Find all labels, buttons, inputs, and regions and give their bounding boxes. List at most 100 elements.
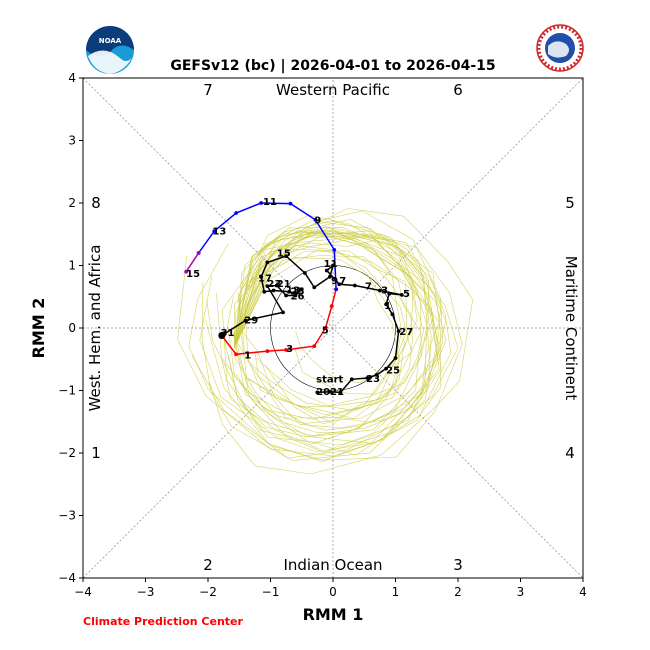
forecast_end-point xyxy=(196,251,201,255)
observed-point xyxy=(274,283,279,288)
forecast_week2-point xyxy=(234,211,239,215)
observed-point xyxy=(259,274,264,279)
phase-label-1: 1 xyxy=(91,444,101,462)
ensemble-member-line xyxy=(205,248,440,462)
ensemble-member-line xyxy=(234,229,414,395)
svg-text:NOAA: NOAA xyxy=(99,37,122,45)
observed-point xyxy=(374,372,379,377)
point-label: 17 xyxy=(258,273,272,284)
point-label: 21 xyxy=(277,279,291,290)
y-axis-label: RMM 2 xyxy=(29,298,48,359)
y-tick-label: 4 xyxy=(68,71,76,85)
x-axis-label: RMM 1 xyxy=(303,605,364,624)
observed-point xyxy=(396,329,401,334)
observed-point xyxy=(284,254,289,259)
forecast-start-marker xyxy=(218,332,226,339)
point-label: 5 xyxy=(322,325,329,336)
observed-point xyxy=(377,288,382,293)
chart-title: GEFSv12 (bc) | 2026-04-01 to 2026-04-15 xyxy=(170,58,495,74)
ensemble-member-line xyxy=(188,226,463,461)
observed-point xyxy=(338,390,343,395)
point-label: 23 xyxy=(267,279,281,290)
y-tick-label: 0 xyxy=(68,321,76,335)
observed-point xyxy=(271,288,276,293)
x-tick-label: 2 xyxy=(454,585,462,599)
observed-point xyxy=(265,284,270,289)
point-label: 7 xyxy=(365,282,372,293)
ensemble-member-line xyxy=(234,238,422,411)
point-label: 9 xyxy=(314,215,321,226)
forecast_week2-point xyxy=(212,229,217,234)
point-label: 2021 xyxy=(316,387,344,398)
ensemble-member-line xyxy=(233,214,428,431)
forecast_week1-point xyxy=(312,344,317,349)
forecast_week1-point xyxy=(284,347,289,352)
y-tick-label: −4 xyxy=(58,571,76,585)
ensemble-member-line xyxy=(231,229,429,433)
observed-point xyxy=(281,310,285,315)
y-tick-label: −1 xyxy=(58,384,76,398)
ensemble-member-line xyxy=(191,237,442,459)
point-label: 15 xyxy=(186,269,200,280)
ensemble-member-line xyxy=(222,235,441,456)
forecast_end-line xyxy=(185,252,200,273)
forecast_week1-line xyxy=(221,289,337,356)
point-label: 23 xyxy=(366,374,380,385)
forecast_week1-point xyxy=(265,349,270,354)
point-label: 26 xyxy=(291,292,305,303)
ensemble-member-line xyxy=(234,232,441,424)
y-tick-label: 3 xyxy=(68,134,76,148)
x-tick-label: 4 xyxy=(579,585,587,599)
observed-point xyxy=(327,389,332,394)
observed-point xyxy=(331,263,335,268)
observed-point xyxy=(243,318,248,323)
observed-point xyxy=(312,285,317,290)
x-tick-label: 3 xyxy=(517,585,525,599)
region-label-right: Maritime Continent xyxy=(562,256,580,401)
x-tick-label: 1 xyxy=(392,585,400,599)
point-label: 5 xyxy=(403,289,410,300)
x-tick-label: 0 xyxy=(329,585,337,599)
forecast_week1-point xyxy=(329,304,334,309)
x-tick-label: −1 xyxy=(262,585,280,599)
phase-label-4: 4 xyxy=(565,444,575,462)
point-label: 31 xyxy=(221,328,235,339)
observed-point xyxy=(265,260,270,265)
credit-text: Climate Prediction Center xyxy=(83,615,243,628)
y-tick-label: −2 xyxy=(58,446,76,460)
observed-point xyxy=(384,366,389,371)
point-label: 3 xyxy=(286,344,293,355)
observed-point xyxy=(352,283,357,288)
observed-point xyxy=(293,293,298,298)
point-label: 25 xyxy=(386,365,400,376)
phase-label-3: 3 xyxy=(453,556,463,574)
observed-point xyxy=(299,287,304,292)
forecast_week1-point xyxy=(234,352,239,357)
region-label-top: Western Pacific xyxy=(276,81,390,99)
phase-label-6: 6 xyxy=(453,81,463,99)
forecast_week2-point xyxy=(332,247,337,252)
ensemble-member-line xyxy=(199,230,452,453)
x-tick-label: −4 xyxy=(74,585,92,599)
observed-point xyxy=(365,376,370,380)
ensemble-member-line xyxy=(234,239,447,423)
phase-label-8: 8 xyxy=(91,194,101,212)
observed-point xyxy=(387,291,392,296)
point-label: 1 xyxy=(384,301,391,312)
point-label: 3 xyxy=(381,285,388,296)
point-label: start xyxy=(316,375,343,386)
point-label: 1 xyxy=(244,350,251,361)
ensemble-member-line xyxy=(234,227,403,384)
point-label: 13 xyxy=(212,227,226,238)
point-label: 25 xyxy=(291,287,305,298)
observed-point xyxy=(399,292,404,297)
point-label: 7 xyxy=(339,276,346,287)
phase-label-2: 2 xyxy=(203,556,213,574)
observed-point xyxy=(390,312,395,317)
y-tick-label: −3 xyxy=(58,509,76,523)
observed-point xyxy=(302,271,307,275)
point-label: 13 xyxy=(286,285,300,296)
forecast_week2-point xyxy=(313,217,318,222)
point-label: 11 xyxy=(324,259,338,270)
